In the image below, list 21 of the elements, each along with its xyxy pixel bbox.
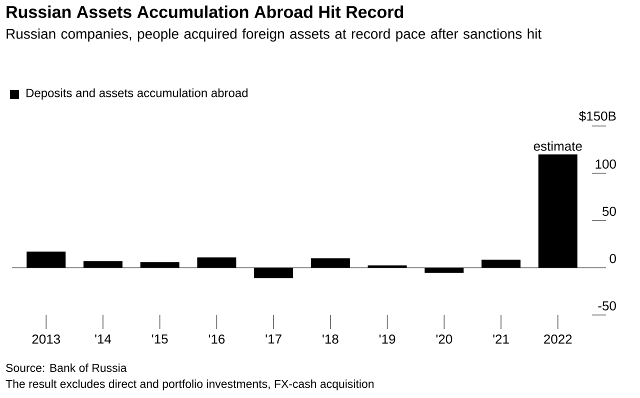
x-tick-label: 2013 (32, 334, 60, 344)
x-tick-label: '21 (493, 334, 509, 344)
y-tick-label: 0 (610, 254, 616, 264)
source-note: Source: Bank of Russia (6, 364, 127, 372)
y-tick-label: -50 (598, 301, 616, 310)
legend-label: Deposits and assets accumulation abroad (26, 88, 248, 100)
x-tick-label: '17 (266, 334, 282, 344)
y-tick-label: 100 (596, 160, 616, 169)
y-tick-label: 50 (602, 206, 616, 216)
chart-subtitle: Russian companies, people acquired foreign assets at record pace after sanctions hit (6, 28, 542, 42)
annotation: estimate (534, 141, 582, 151)
x-tick-label: '19 (379, 334, 396, 344)
x-tick-label: 2022 (544, 334, 572, 344)
x-tick-label: '16 (208, 334, 225, 344)
y-tick-label: $150B (579, 110, 616, 122)
text: The result excludes direct and portfolio investments, FX-cash acquisition (6, 380, 374, 390)
x-tick-label: '15 (152, 334, 168, 344)
x-tick-label: '14 (95, 334, 112, 344)
x-tick-label: '20 (436, 334, 452, 344)
x-tick-label: '18 (322, 334, 338, 344)
chart-title: Russian Assets Accumulation Abroad Hit Record (6, 6, 404, 18)
